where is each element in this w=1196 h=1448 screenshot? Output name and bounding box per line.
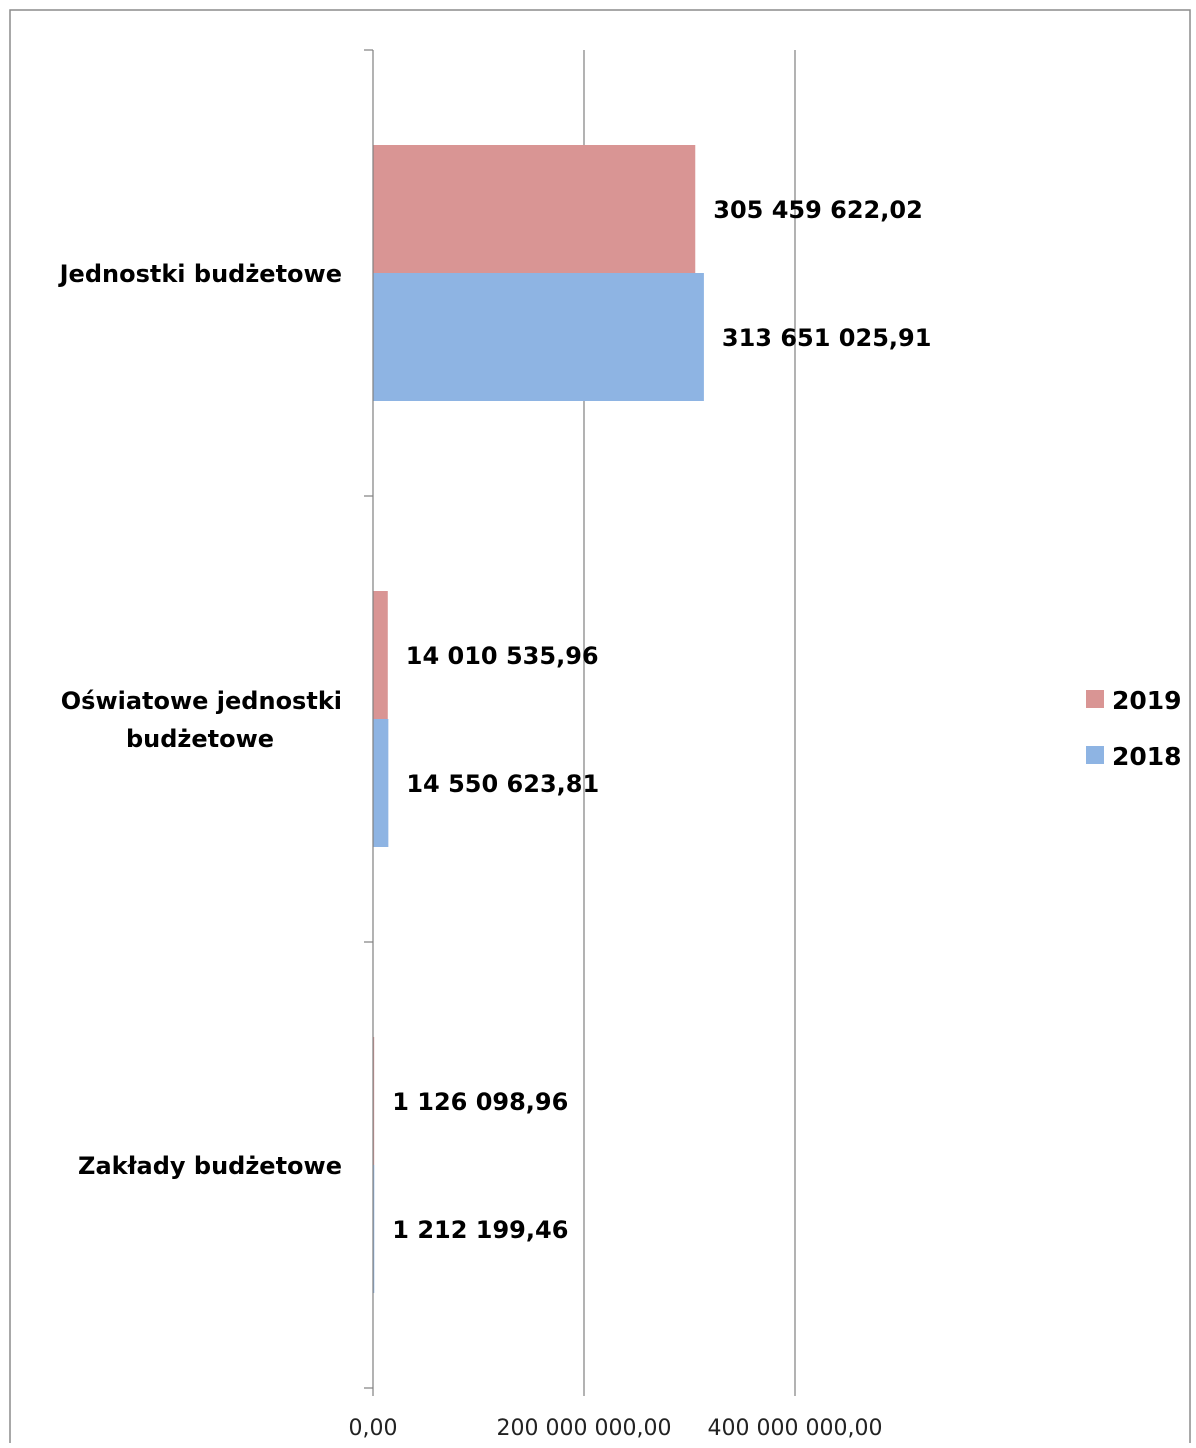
category-label: Zakłady budżetowe <box>78 1152 342 1180</box>
data-label: 313 651 025,91 <box>722 324 932 352</box>
data-label: 14 550 623,81 <box>406 770 599 798</box>
data-label: 305 459 622,02 <box>713 196 923 224</box>
data-label: 1 212 199,46 <box>392 1216 568 1244</box>
x-tick-label: 0,00 <box>349 1416 398 1441</box>
legend-label-2018: 2018 <box>1112 742 1182 771</box>
category-labels: Jednostki budżetowe Oświatowe jednostki bu… <box>58 260 342 1180</box>
bar-2019-1 <box>373 591 388 719</box>
x-tick-label: 200 000 000,00 <box>497 1416 672 1441</box>
legend: 2019 2018 <box>1086 686 1182 771</box>
bar-2018-0 <box>373 273 704 401</box>
x-tick-labels: 0,00 200 000 000,00 400 000 000,00 <box>349 1416 883 1441</box>
axes <box>364 49 796 1396</box>
category-label-line: budżetowe <box>126 725 274 753</box>
legend-swatch-2019 <box>1086 690 1104 708</box>
bar-2018-1 <box>373 719 389 847</box>
category-label: Oświatowe jednostki <box>61 687 342 715</box>
legend-swatch-2018 <box>1086 746 1104 764</box>
x-tick-label: 400 000 000,00 <box>708 1416 883 1441</box>
bar-2019-0 <box>373 145 696 273</box>
bar-2018-2 <box>373 1165 375 1293</box>
data-label: 14 010 535,96 <box>406 642 599 670</box>
bars <box>373 145 704 1293</box>
data-labels: 305 459 622,02 313 651 025,91 14 010 535,9… <box>392 196 931 1244</box>
category-label: Jednostki budżetowe <box>58 260 342 288</box>
legend-label-2019: 2019 <box>1112 686 1182 715</box>
data-label: 1 126 098,96 <box>392 1088 568 1116</box>
